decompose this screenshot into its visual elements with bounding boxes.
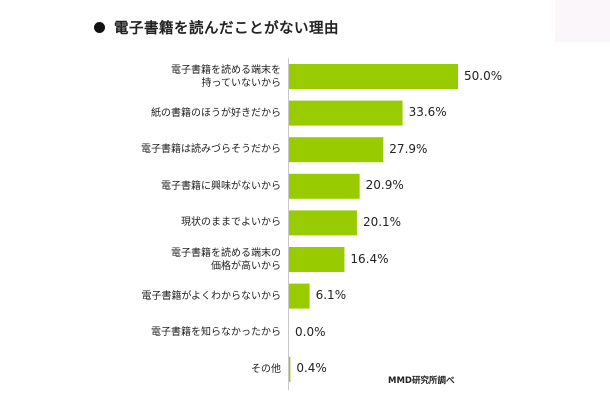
value-label-3: 27.9% — [389, 141, 428, 156]
category-label-6: 電子書籍を読める端末の 価格が高いから — [171, 247, 281, 272]
bar-2 — [289, 100, 403, 126]
value-label-8: 0.0% — [295, 324, 326, 339]
y-axis-line — [288, 58, 289, 390]
value-label-4: 20.9% — [365, 178, 404, 193]
bar-3 — [289, 137, 384, 163]
chart-title-row: 電子書籍を読んだことがない理由 — [94, 17, 339, 38]
bar-7 — [289, 283, 310, 309]
category-label-3: 電子書籍は読みづらそうだから — [141, 144, 281, 156]
bullet-icon — [94, 22, 105, 33]
value-label-1: 50.0% — [464, 68, 503, 83]
value-label-7: 6.1% — [315, 288, 347, 303]
value-label-2: 33.6% — [408, 105, 447, 120]
category-label-5: 現状のままでよいから — [181, 217, 281, 229]
bar-4 — [289, 173, 360, 199]
category-label-2: 紙の書籍のほうが好きだから — [151, 107, 281, 119]
category-label-9: その他 — [251, 363, 281, 375]
bar-6 — [289, 247, 345, 272]
category-label-4: 電子書籍に興味がないから — [161, 180, 281, 192]
category-label-8: 電子書籍を知らなかったから — [151, 327, 281, 339]
chart-title: 電子書籍を読んだことがない理由 — [114, 21, 339, 37]
bar-9 — [289, 356, 291, 382]
corner-decoration — [555, 0, 610, 42]
value-label-6: 16.4% — [350, 251, 389, 266]
value-label-5: 20.1% — [362, 214, 402, 229]
bar-1 — [289, 64, 458, 89]
source-note: MMD研究所調べ — [388, 376, 455, 386]
value-label-9: 0.4% — [296, 361, 327, 376]
category-label-7: 電子書籍がよくわからないから — [141, 290, 282, 302]
category-label-1: 電子書籍を読める端末を 持っていないから — [171, 64, 281, 89]
bar-5 — [289, 210, 357, 236]
